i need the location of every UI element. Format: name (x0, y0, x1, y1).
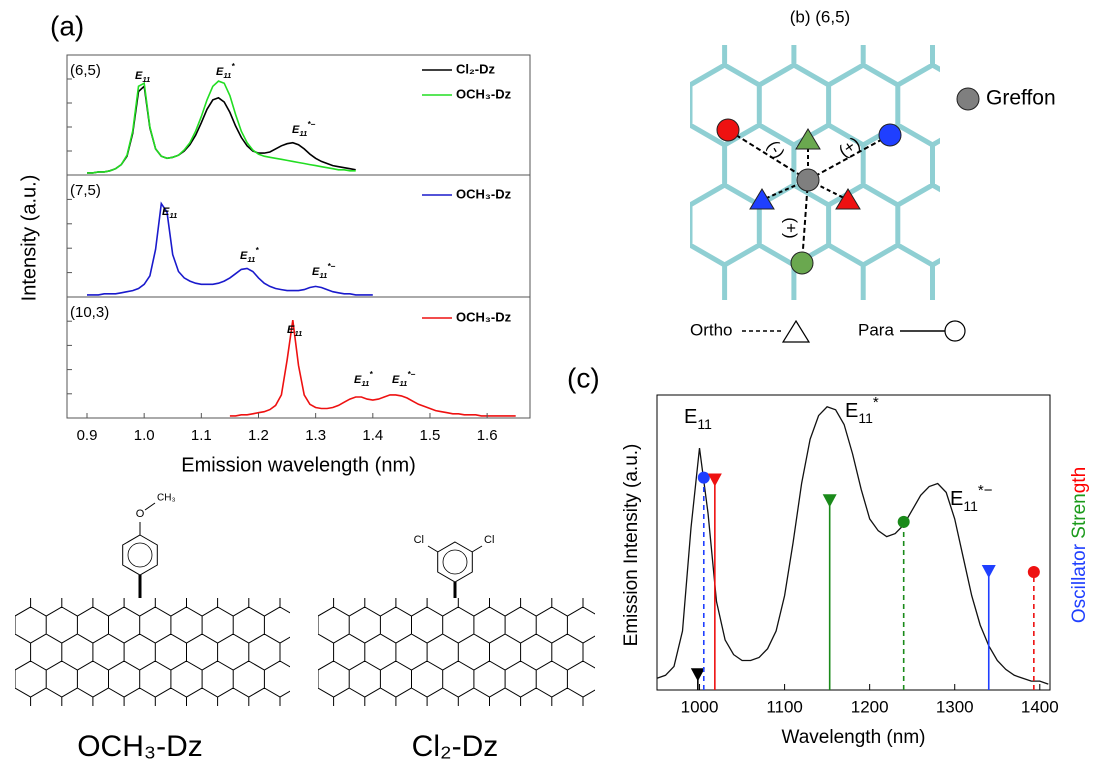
x-tick-label: 1.3 (305, 427, 326, 444)
x-tick-label: 1.6 (477, 427, 498, 444)
legend-label: Cl₂-Dz (456, 61, 495, 76)
peak-label: E11 (684, 406, 712, 431)
ortho-site (749, 188, 775, 210)
molecule-label: Cl₂-Dz (412, 730, 499, 763)
x-tick-label: 1300 (936, 697, 974, 716)
spectrum-line (229, 319, 516, 417)
x-tick-label: 1.1 (191, 427, 212, 444)
panel-label: (a) (50, 10, 84, 41)
legend-label: OCH₃-Dz (456, 86, 512, 101)
x-tick-label: 1.5 (420, 427, 441, 444)
oscillator-label: Oscillator Strength (1069, 467, 1090, 623)
para-site (716, 118, 740, 142)
peak-label: E11*− (292, 120, 316, 138)
spectrum-line (87, 84, 356, 174)
spectrum-line (87, 201, 373, 296)
panel-title: (b) (6,5) (790, 7, 850, 26)
plot-frame (656, 394, 1051, 691)
plot-frame (66, 296, 531, 419)
y-axis-label: Intensity (a.u.) (18, 175, 40, 302)
peak-label: E11 (162, 206, 177, 220)
para-site (790, 251, 814, 275)
x-tick-label: 1200 (851, 697, 889, 716)
atom-label: Cl (414, 534, 424, 546)
legend-label: OCH₃-Dz (456, 309, 512, 324)
x-tick-label: 1.0 (134, 427, 155, 444)
aromatic-circle (442, 549, 468, 575)
atom-label: Cl (484, 534, 494, 546)
para-site (878, 123, 902, 147)
greffon-site (796, 168, 820, 192)
peak-label: E11*− (950, 482, 993, 514)
ortho-label: Ortho (690, 320, 733, 339)
legend-label: OCH₃-Dz (456, 186, 512, 201)
ortho-key-marker (781, 319, 811, 343)
stick-marker (822, 494, 837, 508)
para-key-marker (944, 320, 966, 342)
stick-marker (897, 515, 910, 528)
stick-marker (690, 668, 705, 682)
x-tick-label: 1400 (1021, 697, 1059, 716)
y-axis-label: Emission Intensity (a.u.) (621, 444, 642, 647)
stick-marker (1027, 566, 1040, 578)
x-tick-label: 0.9 (77, 427, 98, 444)
nanotube-lattice (318, 598, 595, 706)
peak-label: E11* (240, 246, 259, 264)
panel-label: (c) (567, 362, 600, 393)
nanotube-lattice (15, 598, 290, 706)
nanotube-lattice (690, 45, 940, 300)
sign-label: (+) (782, 217, 801, 238)
subplot-label: (6,5) (70, 62, 101, 79)
para-bond (801, 179, 809, 264)
peak-label: E11 (287, 324, 302, 338)
peak-label: E11*− (392, 370, 416, 388)
bond (427, 545, 439, 553)
atom-label: O (136, 508, 145, 520)
bond (144, 502, 156, 511)
para-label: Para (858, 320, 894, 339)
x-tick-label: 1000 (681, 697, 719, 716)
spectrum-line (87, 80, 356, 174)
x-axis-label: Emission wavelength (nm) (181, 454, 416, 476)
stick-marker (697, 471, 710, 484)
peak-label: E11* (845, 394, 879, 426)
peak-label: E11* (354, 370, 373, 388)
x-tick-label: 1.2 (248, 427, 269, 444)
ortho-site (835, 188, 861, 210)
benzene-ring (122, 534, 158, 576)
subplot-label: (10,3) (70, 304, 109, 321)
sign-label: (+) (835, 133, 863, 161)
stick-marker (981, 565, 996, 578)
ortho-site (795, 128, 821, 150)
spectrum-line (656, 406, 1049, 685)
legend-label: Greffon (986, 87, 1056, 110)
x-tick-label: 1100 (766, 697, 803, 716)
aromatic-circle (127, 542, 153, 568)
peak-label: E11 (135, 70, 150, 84)
bond (471, 545, 483, 553)
peak-label: E11* (216, 62, 235, 80)
molecule-label: OCH₃-Dz (77, 730, 203, 763)
peak-label: E11*− (312, 262, 336, 280)
x-tick-label: 1.4 (362, 427, 383, 444)
subplot-label: (7,5) (70, 182, 101, 199)
x-axis-label: Wavelength (nm) (782, 727, 926, 748)
legend-marker (956, 87, 980, 111)
stick-marker (707, 473, 722, 487)
atom-label: CH₃ (157, 493, 176, 504)
